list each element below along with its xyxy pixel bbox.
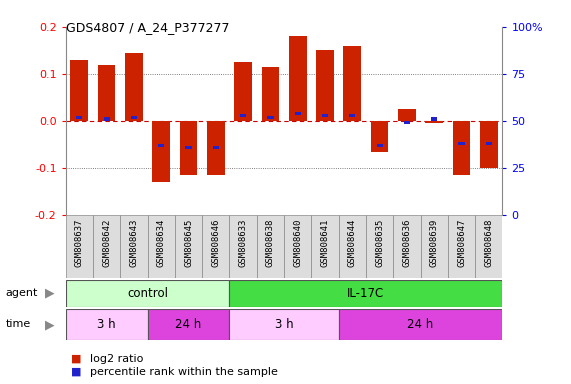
- Bar: [366, 215, 393, 278]
- Text: ▶: ▶: [45, 318, 54, 331]
- Bar: [311, 215, 339, 278]
- Bar: [186, 146, 192, 149]
- Text: GSM808647: GSM808647: [457, 218, 466, 266]
- Bar: [175, 215, 202, 278]
- Bar: [131, 116, 137, 119]
- Text: GSM808648: GSM808648: [484, 218, 493, 266]
- Text: ▶: ▶: [45, 287, 54, 300]
- Bar: [98, 65, 115, 121]
- Bar: [425, 121, 443, 123]
- Bar: [421, 215, 448, 278]
- Text: percentile rank within the sample: percentile rank within the sample: [90, 367, 278, 377]
- Bar: [213, 146, 219, 149]
- Text: IL-17C: IL-17C: [347, 287, 385, 300]
- Bar: [103, 118, 110, 121]
- Text: agent: agent: [6, 288, 38, 298]
- Bar: [147, 215, 175, 278]
- Bar: [66, 215, 93, 278]
- Text: log2 ratio: log2 ratio: [90, 354, 143, 364]
- Bar: [125, 53, 143, 121]
- Bar: [66, 309, 147, 340]
- Text: GSM808638: GSM808638: [266, 218, 275, 266]
- Text: GSM808634: GSM808634: [156, 218, 166, 266]
- Bar: [448, 215, 475, 278]
- Text: 3 h: 3 h: [275, 318, 293, 331]
- Text: ■: ■: [71, 354, 82, 364]
- Bar: [93, 215, 120, 278]
- Bar: [376, 144, 383, 147]
- Bar: [404, 121, 410, 124]
- Bar: [486, 142, 492, 145]
- Text: 3 h: 3 h: [97, 318, 116, 331]
- Bar: [207, 121, 225, 175]
- Text: GDS4807 / A_24_P377277: GDS4807 / A_24_P377277: [66, 21, 229, 34]
- Text: GSM808641: GSM808641: [320, 218, 329, 266]
- Text: GSM808636: GSM808636: [403, 218, 412, 266]
- Bar: [267, 116, 274, 119]
- Bar: [76, 116, 82, 119]
- Bar: [120, 215, 147, 278]
- Text: 24 h: 24 h: [175, 318, 202, 331]
- Text: GSM808639: GSM808639: [430, 218, 439, 266]
- Bar: [234, 62, 252, 121]
- Text: time: time: [6, 319, 31, 329]
- Text: control: control: [127, 287, 168, 300]
- Bar: [230, 309, 339, 340]
- Bar: [349, 114, 355, 117]
- Bar: [230, 280, 502, 307]
- Bar: [230, 215, 257, 278]
- Text: GSM808633: GSM808633: [239, 218, 248, 266]
- Bar: [158, 144, 164, 147]
- Bar: [459, 142, 465, 145]
- Text: GSM808643: GSM808643: [130, 218, 138, 266]
- Bar: [240, 114, 246, 117]
- Bar: [262, 67, 279, 121]
- Text: ■: ■: [71, 367, 82, 377]
- Text: GSM808637: GSM808637: [75, 218, 84, 266]
- Bar: [371, 121, 388, 152]
- Bar: [147, 309, 230, 340]
- Text: GSM808640: GSM808640: [293, 218, 302, 266]
- Bar: [284, 215, 311, 278]
- Bar: [295, 112, 301, 115]
- Text: GSM808635: GSM808635: [375, 218, 384, 266]
- Bar: [316, 50, 334, 121]
- Bar: [453, 121, 471, 175]
- Bar: [393, 215, 421, 278]
- Bar: [339, 309, 502, 340]
- Bar: [152, 121, 170, 182]
- Bar: [202, 215, 230, 278]
- Bar: [66, 280, 230, 307]
- Text: 24 h: 24 h: [408, 318, 434, 331]
- Bar: [70, 60, 88, 121]
- Bar: [289, 36, 307, 121]
- Text: GSM808644: GSM808644: [348, 218, 357, 266]
- Bar: [480, 121, 498, 168]
- Bar: [398, 109, 416, 121]
- Bar: [322, 114, 328, 117]
- Text: GSM808646: GSM808646: [211, 218, 220, 266]
- Bar: [475, 215, 502, 278]
- Bar: [339, 215, 366, 278]
- Text: GSM808645: GSM808645: [184, 218, 193, 266]
- Bar: [180, 121, 198, 175]
- Text: GSM808642: GSM808642: [102, 218, 111, 266]
- Bar: [343, 46, 361, 121]
- Bar: [257, 215, 284, 278]
- Bar: [431, 118, 437, 121]
